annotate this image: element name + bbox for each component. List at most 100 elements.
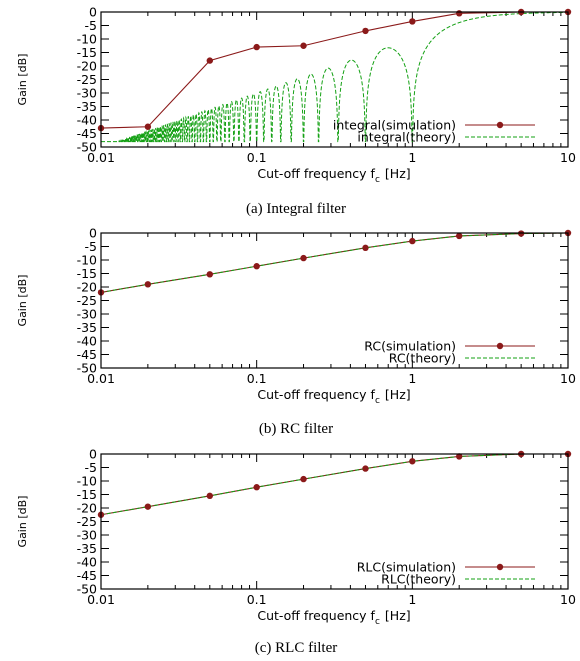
data-point — [144, 281, 152, 288]
x-tick-label: 10 — [560, 592, 576, 607]
data-point — [455, 10, 463, 17]
series-line-2 — [101, 233, 568, 293]
x-axis-label-unit: [Hz] — [385, 166, 411, 181]
legend-label: RC(theory) — [389, 351, 456, 366]
x-axis-label-sub: c — [375, 396, 380, 406]
y-tick-label: -15 — [77, 487, 97, 502]
x-tick-label: 10 — [560, 371, 576, 386]
y-tick-label: -25 — [77, 293, 97, 308]
y-tick-label: -15 — [77, 45, 97, 60]
x-axis-label-sub: c — [375, 617, 380, 627]
y-tick-label: -5 — [85, 460, 97, 475]
series-line-1 — [101, 12, 568, 129]
data-point — [300, 254, 307, 262]
y-axis-label: Gain [dB] — [16, 496, 29, 548]
data-point — [362, 465, 369, 472]
x-tick-label: 0.01 — [87, 371, 115, 386]
data-point — [362, 27, 369, 35]
chart-panel-1: 0.01 0.1 1 10 0-5-10-15-20-25-30-35-40-45-50… — [16, 5, 576, 218]
x-tick-label: 1 — [408, 371, 416, 386]
data-point — [409, 458, 416, 465]
data-point — [253, 43, 260, 51]
x-axis-label: Cut-off frequency fc [Hz] — [257, 387, 410, 406]
plot-series — [101, 233, 568, 293]
series-line-1 — [101, 454, 568, 516]
series-line-2 — [101, 454, 568, 516]
y-tick-label: -10 — [77, 474, 97, 489]
x-tick-label: 0.01 — [87, 150, 115, 165]
x-axis-label-main: Cut-off frequency f — [257, 166, 375, 181]
series-line-2 — [101, 12, 568, 143]
y-tick-label: -10 — [77, 32, 97, 47]
data-point — [362, 244, 369, 252]
data-point — [455, 453, 463, 460]
legend-label: RC(simulation) — [364, 339, 456, 354]
figure-caption: (c) RLC filter — [255, 640, 337, 656]
y-tick-label: -30 — [77, 307, 97, 322]
x-axis-label-sub: c — [375, 175, 380, 185]
y-tick-label: -25 — [77, 72, 97, 87]
y-tick-label: -35 — [77, 541, 97, 556]
y-tick-label: -45 — [77, 347, 97, 362]
figure-caption: (b) RC filter — [259, 421, 333, 437]
data-point — [253, 484, 260, 491]
y-tick-label: -25 — [77, 514, 97, 529]
x-axis-label-main: Cut-off frequency f — [257, 608, 375, 623]
data-point — [409, 237, 416, 245]
y-tick-label: -50 — [77, 140, 97, 155]
y-tick-label: -50 — [77, 582, 97, 597]
data-point — [300, 475, 307, 483]
y-tick-label: 0 — [89, 226, 97, 241]
y-tick-label: -20 — [77, 280, 97, 295]
data-point — [144, 503, 152, 510]
plot-frame — [100, 11, 569, 148]
y-tick-label: -40 — [77, 555, 97, 570]
y-tick-label: 0 — [89, 447, 97, 462]
figure-caption: (a) Integral filter — [246, 201, 346, 217]
data-point — [455, 232, 463, 240]
x-tick-label: 0.1 — [247, 592, 267, 607]
x-tick-label: 1 — [408, 150, 416, 165]
y-tick-label: -35 — [77, 320, 97, 335]
y-tick-label: -10 — [77, 253, 97, 268]
y-tick-label: -5 — [85, 239, 97, 254]
plot-frame — [100, 232, 569, 369]
y-tick-label: -30 — [77, 528, 97, 543]
data-point — [409, 18, 416, 25]
series-line-1 — [101, 233, 568, 293]
data-point — [300, 42, 307, 49]
y-axis-label: Gain [dB] — [16, 275, 29, 327]
y-tick-label: 0 — [89, 5, 97, 20]
y-tick-label: -45 — [77, 126, 97, 141]
x-axis-label-unit: [Hz] — [385, 387, 411, 402]
y-tick-label: -40 — [77, 113, 97, 128]
legend-marker — [496, 121, 504, 129]
data-point — [206, 271, 214, 278]
y-tick-label: -5 — [85, 18, 97, 33]
y-tick-label: -20 — [77, 59, 97, 74]
legend-marker — [496, 342, 504, 350]
y-axis-label: Gain [dB] — [16, 54, 29, 106]
x-tick-label: 10 — [560, 150, 576, 165]
legend-label: integral(theory) — [357, 130, 456, 145]
x-axis-label-unit: [Hz] — [385, 608, 411, 623]
y-tick-label: -30 — [77, 86, 97, 101]
y-tick-label: -20 — [77, 501, 97, 516]
x-axis-label: Cut-off frequency fc [Hz] — [257, 166, 410, 185]
y-tick-label: -45 — [77, 568, 97, 583]
data-point — [206, 492, 214, 500]
y-tick-label: -40 — [77, 334, 97, 349]
x-tick-label: 0.01 — [87, 592, 115, 607]
y-tick-label: -15 — [77, 266, 97, 281]
chart-panel-3: 0.01 0.1 1 10 0-5-10-15-20-25-30-35-40-45-50… — [16, 447, 576, 657]
plot-series — [101, 12, 568, 143]
x-tick-label: 0.1 — [247, 150, 267, 165]
x-tick-label: 0.1 — [247, 371, 267, 386]
legend-label: integral(simulation) — [333, 118, 456, 133]
data-point — [144, 123, 152, 130]
legend-marker — [496, 563, 504, 571]
plot-frame — [100, 453, 569, 590]
plot-series — [101, 454, 568, 516]
x-axis-label: Cut-off frequency fc [Hz] — [257, 608, 410, 627]
